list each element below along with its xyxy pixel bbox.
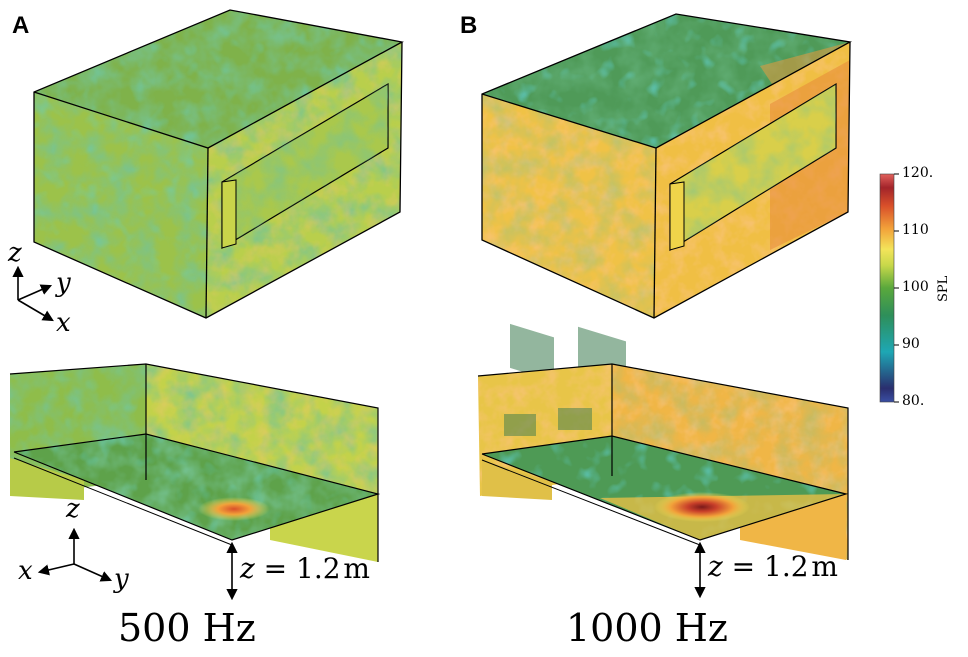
colorbar-tick-label: 120.	[902, 165, 934, 181]
height-value: 1.2	[296, 552, 341, 585]
colorbar	[879, 173, 899, 403]
axis-y-label-top: y	[56, 268, 71, 298]
z-symbol: z =	[708, 550, 765, 583]
colorbar-tick-label: 100	[902, 279, 929, 295]
colorbar-ramp	[879, 173, 895, 403]
axis-z-label-top: z	[8, 238, 22, 268]
axis-x-label-top: x	[56, 308, 71, 338]
panel-a-hotspot	[198, 497, 270, 521]
z-symbol: z =	[240, 552, 297, 585]
panel-a-label: A	[12, 12, 30, 39]
axes-triad-top	[12, 265, 54, 322]
panel-a-box	[33, 9, 404, 319]
panel-b-frequency: 1000 Hz	[566, 606, 728, 650]
colorbar-tick-label: 90	[902, 336, 920, 352]
panel-a-frequency: 500 Hz	[118, 606, 256, 650]
height-value: 1.2	[764, 550, 809, 583]
colorbar-tick-label: 80.	[902, 393, 925, 409]
panel-b-section	[477, 363, 849, 560]
panel-a-height-label: z = 1.2 m	[240, 552, 370, 585]
axes-triad-bottom	[37, 527, 113, 582]
panel-b-dark-patch-1	[510, 323, 554, 382]
panel-a-section	[9, 363, 381, 562]
panel-b-height-label: z = 1.2 m	[708, 550, 838, 583]
height-unit: m	[343, 552, 370, 585]
axis-x-label-bottom: x	[18, 556, 33, 586]
axis-z-label-bottom: z	[66, 494, 80, 524]
axis-y-label-bottom: y	[114, 564, 129, 594]
panel-b-box	[481, 13, 852, 382]
panel-b-hotspot	[654, 492, 750, 522]
panel-b-label: B	[460, 12, 478, 39]
height-unit: m	[811, 550, 838, 583]
colorbar-tick-label: 110	[902, 222, 929, 238]
colorbar-title: SPL	[936, 275, 951, 302]
